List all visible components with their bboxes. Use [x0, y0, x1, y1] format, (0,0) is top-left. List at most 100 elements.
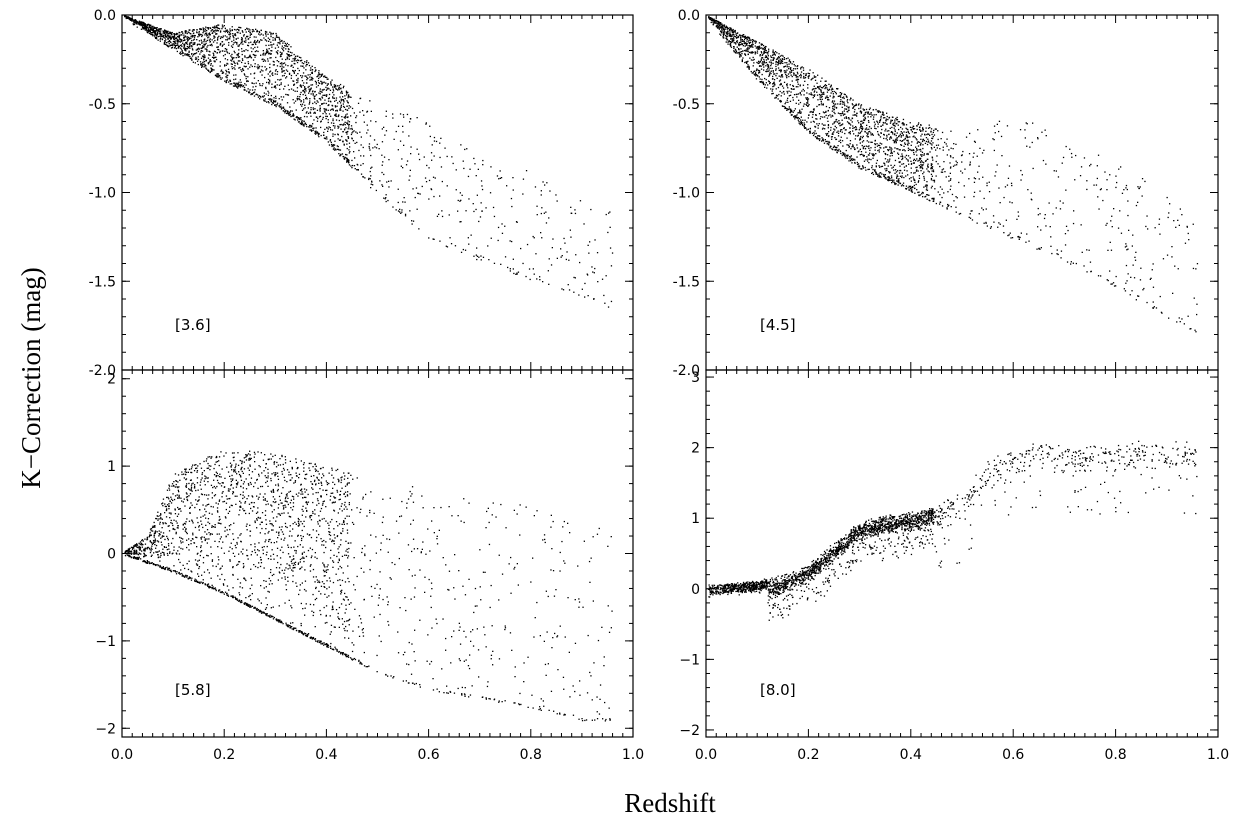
scatter-point	[275, 51, 278, 53]
scatter-point	[719, 27, 721, 29]
scatter-point	[788, 90, 790, 92]
scatter-point	[334, 127, 336, 129]
scatter-point	[964, 168, 966, 170]
scatter-point	[758, 46, 761, 49]
scatter-point	[139, 22, 141, 24]
scatter-point	[716, 26, 718, 28]
scatter-point	[141, 25, 144, 27]
scatter-point	[947, 205, 949, 207]
scatter-point	[776, 94, 778, 97]
scatter-point	[231, 53, 233, 56]
scatter-point	[211, 70, 213, 72]
scatter-point	[547, 270, 549, 272]
scatter-point	[587, 244, 589, 246]
scatter-point	[259, 34, 261, 36]
scatter-point	[1151, 269, 1153, 271]
scatter-point	[868, 128, 870, 130]
scatter-point	[778, 93, 780, 96]
scatter-point	[533, 237, 535, 239]
scatter-point	[269, 38, 271, 41]
scatter-point	[922, 196, 924, 198]
scatter-point	[605, 275, 607, 277]
scatter-point	[267, 101, 269, 103]
scatter-point	[777, 64, 779, 66]
scatter-point	[819, 85, 821, 87]
scatter-point	[271, 50, 273, 52]
scatter-point	[237, 85, 239, 87]
scatter-point	[792, 61, 795, 63]
scatter-point	[786, 77, 788, 79]
scatter-point	[870, 127, 872, 130]
scatter-point	[1186, 225, 1188, 228]
scatter-point	[324, 138, 327, 140]
scatter-point	[270, 44, 272, 46]
scatter-point	[1153, 306, 1155, 308]
scatter-point	[769, 82, 771, 85]
scatter-point	[1187, 232, 1189, 235]
scatter-point	[923, 175, 925, 178]
scatter-point	[789, 100, 792, 102]
scatter-point	[917, 181, 919, 183]
scatter-point	[858, 129, 860, 131]
scatter-point	[226, 48, 228, 50]
scatter-point	[275, 100, 277, 102]
scatter-point	[992, 215, 995, 217]
scatter-point	[942, 149, 944, 151]
scatter-point	[887, 149, 889, 151]
scatter-point	[778, 57, 780, 59]
scatter-point	[299, 84, 302, 86]
scatter-point	[296, 116, 298, 118]
scatter-point	[852, 159, 854, 161]
scatter-point	[807, 102, 809, 104]
scatter-point	[265, 39, 267, 41]
scatter-point	[916, 169, 918, 171]
scatter-point	[740, 44, 742, 46]
scatter-point	[435, 140, 438, 143]
scatter-point	[263, 95, 265, 97]
scatter-point	[463, 167, 465, 170]
scatter-point	[833, 90, 835, 93]
scatter-point	[925, 140, 928, 143]
scatter-point	[185, 36, 187, 38]
scatter-point	[316, 76, 318, 78]
scatter-point	[859, 148, 861, 150]
scatter-point	[916, 154, 918, 156]
scatter-point	[907, 174, 909, 176]
scatter-point	[139, 21, 141, 23]
scatter-point	[937, 163, 939, 165]
scatter-point	[280, 83, 282, 86]
scatter-point	[831, 114, 833, 117]
scatter-point	[276, 73, 278, 75]
scatter-point	[381, 164, 383, 166]
scatter-point	[784, 62, 786, 64]
scatter-point	[185, 50, 187, 52]
scatter-point	[203, 28, 205, 30]
scatter-point	[871, 133, 873, 135]
scatter-point	[299, 60, 302, 62]
scatter-point	[290, 65, 292, 67]
scatter-point	[270, 53, 272, 55]
scatter-point	[316, 132, 318, 134]
scatter-point	[341, 153, 344, 155]
scatter-point	[158, 29, 160, 32]
scatter-point	[245, 75, 247, 78]
scatter-point	[859, 137, 861, 139]
scatter-point	[867, 132, 869, 134]
scatter-point	[753, 40, 756, 42]
scatter-point	[1105, 224, 1107, 226]
scatter-point	[240, 43, 242, 45]
scatter-point	[977, 171, 979, 173]
scatter-point	[910, 129, 913, 131]
scatter-point	[532, 268, 534, 270]
scatter-point	[807, 100, 809, 102]
scatter-point	[347, 91, 349, 94]
scatter-point	[203, 63, 205, 65]
scatter-point	[277, 36, 279, 38]
scatter-point	[1186, 226, 1188, 228]
scatter-point	[234, 83, 236, 85]
scatter-point	[335, 149, 337, 151]
scatter-point	[796, 96, 798, 98]
scatter-point	[976, 222, 978, 224]
scatter-point	[973, 191, 976, 193]
scatter-point	[890, 121, 892, 123]
